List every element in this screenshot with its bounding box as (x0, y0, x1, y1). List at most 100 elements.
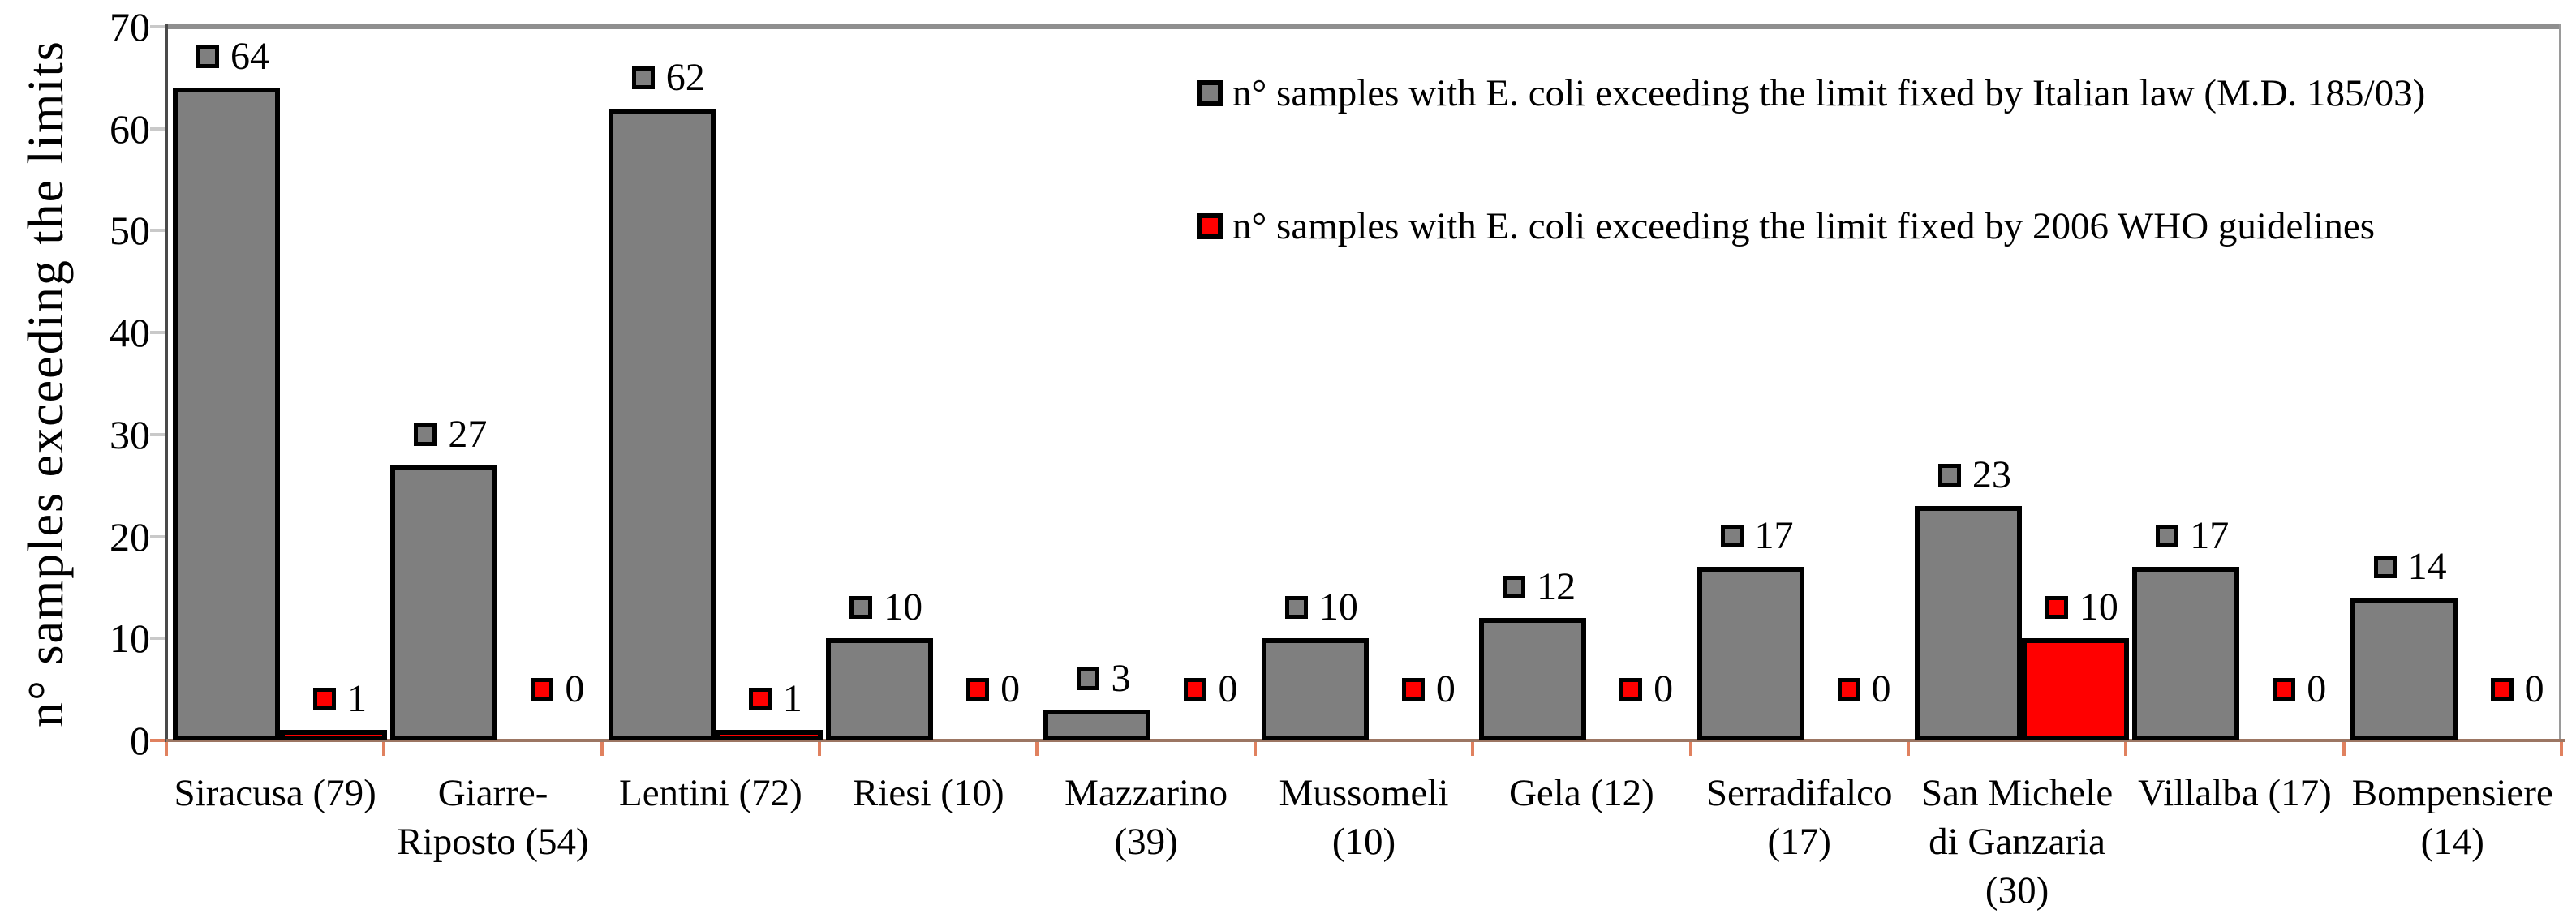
data-label-marker (414, 423, 437, 446)
data-label-marker (1503, 576, 1526, 599)
x-axis-label: San Michele di Ganzaria (30) (1920, 772, 2114, 912)
x-tick-mark (1906, 742, 1910, 756)
y-tick-label: 40 (110, 310, 150, 356)
data-label-value: 10 (1318, 586, 1358, 629)
bar-value-label: 1 (313, 678, 367, 720)
bar (1914, 505, 2022, 740)
legend-entry-italian-law: n° samples with E. coli exceeding the li… (1197, 71, 2425, 115)
data-label-value: 17 (1754, 514, 1794, 558)
y-tick-mark (150, 637, 165, 641)
data-label-marker (1937, 463, 1961, 487)
y-tick-label: 20 (110, 513, 150, 560)
data-label-value: 17 (2190, 514, 2230, 558)
data-label-value: 64 (230, 35, 269, 79)
bar-value-label: 17 (1720, 514, 1794, 558)
bar (2021, 638, 2129, 740)
bar-value-label: 10 (1284, 586, 1358, 629)
x-axis-label: Mussomeli (10) (1279, 772, 1449, 863)
x-axis-label: Giarre- Riposto (54) (397, 772, 589, 863)
data-label-value: 1 (782, 677, 802, 721)
data-label-value: 14 (2407, 545, 2447, 588)
x-tick-mark (818, 742, 822, 756)
data-label-marker (1184, 678, 1207, 701)
bar (390, 465, 498, 740)
data-label-value: 0 (1654, 667, 1674, 710)
x-axis-label: Riesi (10) (852, 772, 1004, 814)
data-label-marker (631, 66, 655, 89)
data-label-marker (196, 45, 219, 69)
bar-value-label: 0 (1401, 667, 1456, 710)
x-tick-mark (382, 742, 386, 756)
data-label-marker (966, 678, 990, 701)
data-label-value: 10 (2079, 586, 2118, 629)
y-tick-label: 10 (110, 616, 150, 662)
x-axis-label: Siracusa (79) (174, 772, 376, 814)
bar-value-label: 0 (2273, 668, 2326, 710)
bar-value-label: 12 (1503, 566, 1576, 608)
bar-value-label: 64 (196, 36, 269, 78)
x-tick-mark (1688, 742, 1692, 756)
x-axis-label: Gela (12) (1508, 772, 1654, 814)
data-label-marker (1401, 678, 1425, 701)
legend-swatch-who-guidelines (1197, 213, 1223, 239)
legend-label-who-guidelines: n° samples with E. coli exceeding the li… (1232, 205, 2376, 247)
bar (2132, 567, 2240, 740)
y-axis-line (165, 24, 168, 744)
data-label-value: 0 (2524, 667, 2544, 710)
bar (1697, 567, 1804, 740)
y-tick-mark (150, 229, 165, 233)
x-axis-label: Villalba (17) (2138, 772, 2332, 814)
x-tick-mark (2560, 742, 2563, 756)
data-label-marker (748, 688, 772, 711)
bar (608, 108, 716, 740)
y-tick-label: 60 (110, 105, 150, 152)
data-label-value: 0 (2307, 667, 2327, 710)
y-tick-label: 0 (130, 718, 150, 763)
bar-value-label: 0 (1619, 668, 1673, 710)
bar-value-label: 62 (631, 56, 705, 99)
x-tick-mark (165, 742, 168, 756)
bar (2350, 598, 2458, 740)
data-label-value: 0 (565, 667, 585, 710)
bar (173, 88, 280, 740)
bar-value-label: 23 (1937, 453, 2011, 496)
data-label-marker (2045, 596, 2068, 620)
bar-value-label: 27 (414, 412, 488, 456)
legend-entry-who-guidelines: n° samples with E. coli exceeding the li… (1197, 204, 2375, 248)
data-label-marker (531, 678, 554, 701)
y-tick-mark (150, 534, 165, 538)
data-label-marker (1077, 667, 1100, 691)
legend-swatch-italian-law (1197, 80, 1223, 106)
data-label-value: 1 (347, 677, 367, 721)
y-tick-label: 50 (110, 208, 150, 254)
bar-value-label: 0 (1837, 668, 1891, 710)
y-tick-mark (150, 739, 165, 742)
x-axis-label: Serradifalco (17) (1705, 772, 1893, 863)
x-axis-line (166, 739, 2565, 742)
x-tick-mark (1471, 742, 1475, 756)
data-label-marker (2156, 525, 2179, 548)
y-tick-mark (150, 25, 165, 28)
bar (1479, 618, 1587, 740)
data-label-value: 0 (1435, 667, 1456, 710)
data-label-value: 23 (1972, 453, 2011, 496)
plot-top-border (166, 24, 2561, 29)
bar-value-label: 10 (2045, 586, 2118, 628)
data-label-marker (849, 596, 873, 620)
x-tick-mark (2124, 742, 2128, 756)
data-label-marker (2373, 556, 2397, 578)
data-label-marker (313, 688, 336, 711)
x-axis-label: Lentini (72) (618, 772, 802, 814)
bar (715, 730, 823, 740)
bar-value-label: 0 (1184, 668, 1237, 710)
x-tick-mark (1035, 742, 1039, 756)
bar-value-label: 1 (748, 677, 802, 721)
data-label-marker (1619, 678, 1643, 701)
data-label-value: 27 (448, 412, 488, 456)
bar-value-label: 0 (2490, 667, 2544, 710)
y-tick-mark (150, 432, 165, 436)
bar (280, 730, 387, 740)
y-tick-label: 70 (110, 4, 150, 49)
bar-value-label: 17 (2156, 515, 2229, 557)
